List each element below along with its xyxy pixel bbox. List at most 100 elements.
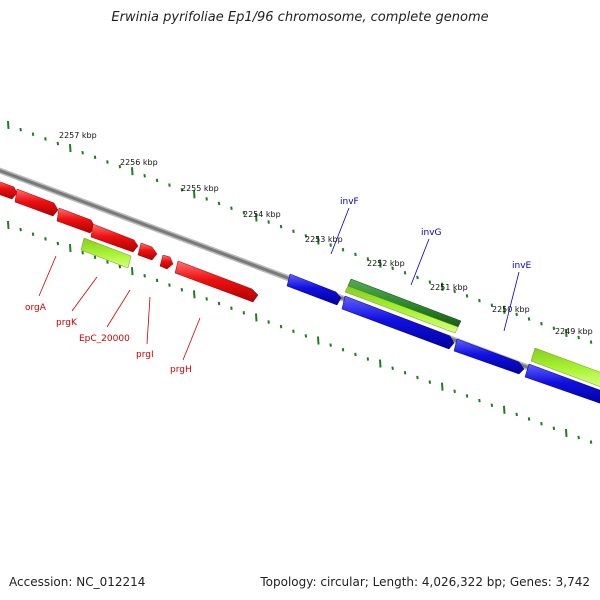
major-tick	[317, 336, 320, 345]
kbp-labels: 2257 kbp 2256 kbp 2255 kbp 2254 kbp 2253…	[59, 131, 593, 336]
gene-feature[interactable]	[530, 347, 600, 387]
kbp-label: 2250 kbp	[492, 305, 530, 314]
major-tick	[317, 236, 320, 245]
minor-tick	[242, 311, 246, 315]
minor-tick	[366, 257, 370, 261]
minor-tick	[478, 398, 481, 403]
tick-track-inner	[7, 220, 593, 444]
major-tick	[503, 305, 506, 314]
gene-feature[interactable]	[174, 260, 259, 303]
leader-line	[106, 289, 131, 328]
leader-line	[330, 207, 350, 255]
major-tick	[69, 144, 72, 153]
major-tick	[131, 267, 134, 276]
minor-tick	[465, 394, 469, 398]
kbp-label: 2252 kbp	[367, 259, 405, 268]
major-tick	[441, 282, 444, 291]
gene-feature[interactable]	[80, 237, 132, 269]
gene-feature[interactable]	[453, 338, 525, 375]
major-tick	[255, 313, 258, 322]
major-tick	[379, 359, 382, 368]
minor-tick	[453, 289, 456, 294]
minor-tick	[403, 371, 407, 375]
minor-tick	[453, 389, 456, 394]
minor-tick	[354, 252, 357, 257]
gene-feature[interactable]	[286, 273, 342, 306]
tick-track-outer	[7, 120, 593, 344]
major-tick	[193, 190, 196, 199]
minor-tick	[341, 247, 345, 252]
minor-tick	[403, 271, 407, 275]
gene-feature[interactable]	[90, 223, 139, 253]
minor-tick	[155, 178, 159, 183]
minor-tick	[205, 197, 208, 201]
minor-tick	[143, 274, 146, 278]
gene-feature[interactable]	[159, 254, 174, 270]
kbp-label: 2254 kbp	[243, 210, 281, 219]
genome-stats-text: Topology: circular; Length: 4,026,322 bp…	[260, 575, 590, 589]
map-title: Erwinia pyrifoliae Ep1/96 chromosome, co…	[111, 10, 489, 25]
gene-feature[interactable]	[341, 295, 455, 350]
gene-feature[interactable]	[137, 242, 158, 261]
major-tick	[441, 382, 444, 391]
minor-tick	[230, 306, 233, 310]
gene-label-prgH: prgH	[170, 365, 192, 375]
gene-label-invF: invF	[340, 197, 359, 207]
minor-tick	[31, 132, 35, 136]
minor-tick	[93, 155, 97, 160]
kbp-label: 2249 kbp	[555, 327, 593, 336]
minor-tick	[118, 264, 122, 269]
minor-tick	[143, 174, 146, 178]
minor-tick	[292, 229, 295, 234]
minor-tick	[366, 357, 370, 361]
minor-tick	[478, 298, 481, 303]
kbp-label: 2251 kbp	[430, 283, 468, 292]
gene-feature[interactable]	[14, 188, 59, 217]
minor-tick	[540, 321, 543, 326]
gene-feature[interactable]	[56, 207, 96, 234]
minor-tick	[217, 301, 221, 306]
minor-tick	[118, 164, 122, 169]
minor-tick	[155, 278, 159, 283]
gene-feature[interactable]	[344, 285, 459, 334]
minor-tick	[391, 266, 394, 270]
minor-tick	[56, 141, 60, 146]
gene-label-prgI: prgI	[136, 350, 154, 360]
minor-tick	[329, 243, 332, 247]
gene-label-orgA: orgA	[25, 303, 47, 313]
gene-features	[0, 180, 600, 405]
minor-tick	[589, 440, 593, 444]
minor-tick	[341, 347, 345, 352]
major-tick	[565, 428, 568, 437]
minor-tick	[279, 224, 283, 229]
minor-tick	[490, 303, 494, 307]
major-tick	[7, 220, 10, 230]
accession-text: Accession: NC_012214	[9, 575, 146, 589]
gene-feature[interactable]	[524, 363, 600, 405]
major-tick	[565, 328, 568, 337]
minor-tick	[552, 426, 556, 431]
minor-tick	[19, 127, 22, 132]
leader-line	[503, 271, 520, 332]
minor-tick	[81, 250, 84, 255]
minor-tick	[180, 187, 184, 192]
major-tick	[503, 405, 506, 414]
gene-feature[interactable]	[0, 180, 18, 200]
kbp-label: 2253 kbp	[305, 235, 343, 244]
gene-labels: orgA prgK EpC_20000 prgI prgH invF invG …	[25, 197, 532, 375]
gene-label-invG: invG	[421, 228, 442, 238]
minor-tick	[416, 275, 419, 280]
minor-tick	[540, 421, 543, 426]
minor-tick	[428, 380, 432, 384]
major-tick	[7, 120, 10, 130]
minor-tick	[515, 312, 518, 317]
minor-tick	[180, 287, 184, 292]
minor-tick	[56, 241, 60, 246]
major-tick	[69, 244, 72, 253]
minor-tick	[589, 340, 593, 344]
gene-label-EpC_20000: EpC_20000	[79, 334, 130, 344]
minor-tick	[416, 375, 419, 380]
minor-tick	[19, 227, 22, 232]
gene-label-invE: invE	[512, 261, 532, 271]
